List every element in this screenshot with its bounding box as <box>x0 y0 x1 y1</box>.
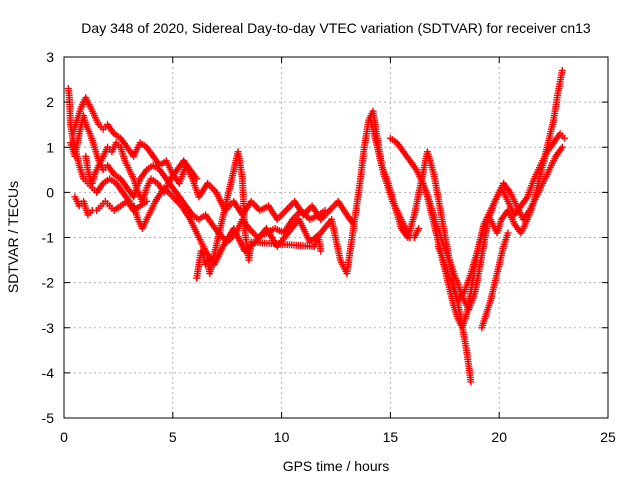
x-tick-label: 10 <box>274 429 290 445</box>
y-tick-label: 0 <box>46 184 54 200</box>
y-tick-label: -1 <box>42 230 55 246</box>
chart-title: Day 348 of 2020, Sidereal Day-to-day VTE… <box>81 20 591 36</box>
data-point <box>558 67 566 75</box>
y-tick-label: -2 <box>42 275 55 291</box>
x-tick-labels: 0 5 10 15 20 25 <box>60 429 616 445</box>
data-point <box>504 229 512 237</box>
y-tick-label: -5 <box>42 410 55 426</box>
axis-ticks <box>63 56 609 419</box>
data-point <box>467 378 475 386</box>
data-point <box>560 134 568 142</box>
y-tick-label: 1 <box>46 139 54 155</box>
x-tick-label: 20 <box>491 429 507 445</box>
data-point <box>349 220 357 228</box>
y-tick-label: 3 <box>46 49 54 65</box>
data-points <box>64 67 568 386</box>
x-tick-label: 5 <box>169 429 177 445</box>
x-axis-label: GPS time / hours <box>283 458 390 474</box>
data-point <box>317 247 325 255</box>
data-point <box>143 197 151 205</box>
x-tick-label: 25 <box>600 429 616 445</box>
y-tick-label: -3 <box>42 320 55 336</box>
data-point <box>415 224 423 232</box>
data-point <box>558 143 566 151</box>
y-axis-label: SDTVAR / TECUs <box>5 181 21 293</box>
x-tick-label: 15 <box>383 429 399 445</box>
y-tick-labels: -5 -4 -3 -2 -1 0 1 2 3 <box>42 49 55 426</box>
y-tick-label: 2 <box>46 94 54 110</box>
x-tick-label: 0 <box>60 429 68 445</box>
y-tick-label: -4 <box>42 365 55 381</box>
data-point <box>193 175 201 183</box>
